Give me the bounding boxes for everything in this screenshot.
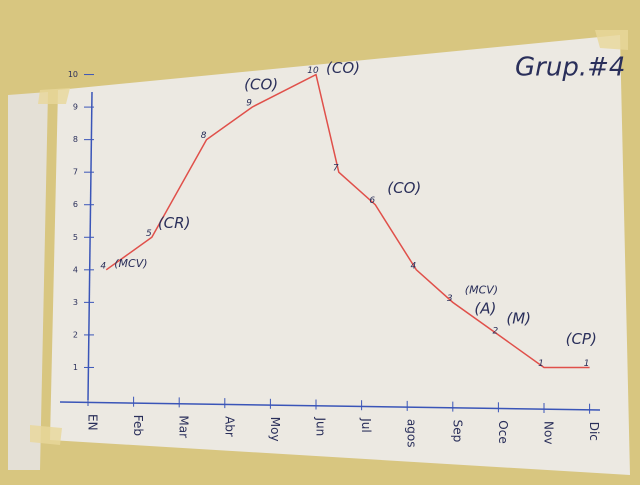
point-label: 8 (201, 131, 207, 141)
y-tick-label: 7 (73, 168, 78, 177)
y-tick-label: 4 (73, 265, 78, 274)
x-tick-label: Mar (177, 415, 191, 438)
annotation: (M) (506, 309, 531, 327)
annotation: (CO) (326, 59, 360, 77)
photo: Grup.#4 1 2 3 4 5 6 7 8 9 10 EN Feb Mar Abr Moy Jun Jul a… (0, 0, 640, 485)
annotation: (CR) (158, 214, 191, 232)
tape (38, 88, 70, 104)
x-tick-label: Feb (131, 415, 145, 436)
x-tick-label: Jul (359, 417, 373, 432)
point-label: 2 (493, 326, 499, 336)
tape (595, 30, 628, 50)
y-tick-label: 9 (73, 103, 78, 112)
point-label: 10 (307, 66, 319, 76)
x-tick-label: Nov (542, 421, 556, 444)
annotation: (MCV) (114, 257, 147, 270)
x-tick-label: EN (86, 414, 100, 431)
tape (30, 425, 62, 445)
point-label: 4 (100, 261, 106, 271)
annotation: (CP) (566, 330, 597, 348)
y-tick-label: 5 (73, 233, 78, 242)
point-label: 4 (410, 261, 416, 271)
y-tick-label: 6 (73, 200, 78, 209)
chart-title: Grup.#4 (515, 53, 625, 83)
y-tick-label: 3 (73, 298, 78, 307)
annotation: (CO) (387, 179, 421, 197)
point-label: 1 (584, 359, 590, 369)
x-tick-label: Oce (496, 420, 510, 443)
y-tick-label: 8 (73, 135, 78, 144)
x-tick-label: agos (405, 419, 419, 448)
x-tick-label: Moy (268, 417, 282, 442)
point-label: 3 (447, 294, 453, 304)
y-tick-label: 1 (73, 363, 78, 372)
point-label: 5 (146, 229, 152, 239)
point-label: 1 (538, 359, 544, 369)
x-tick-label: Sep (450, 420, 464, 443)
x-tick-label: Dic (587, 422, 601, 441)
y-tick-label: 10 (68, 70, 78, 79)
point-label: 9 (246, 99, 252, 109)
x-tick-label: Jun (314, 417, 328, 437)
x-tick-label: Abr (222, 416, 236, 437)
annotation: (MCV) (465, 283, 498, 296)
annotation: (A) (474, 299, 496, 317)
annotation: (CO) (244, 76, 278, 94)
y-tick-label: 2 (73, 330, 78, 339)
point-label: 6 (369, 196, 375, 206)
point-label: 7 (333, 164, 339, 174)
